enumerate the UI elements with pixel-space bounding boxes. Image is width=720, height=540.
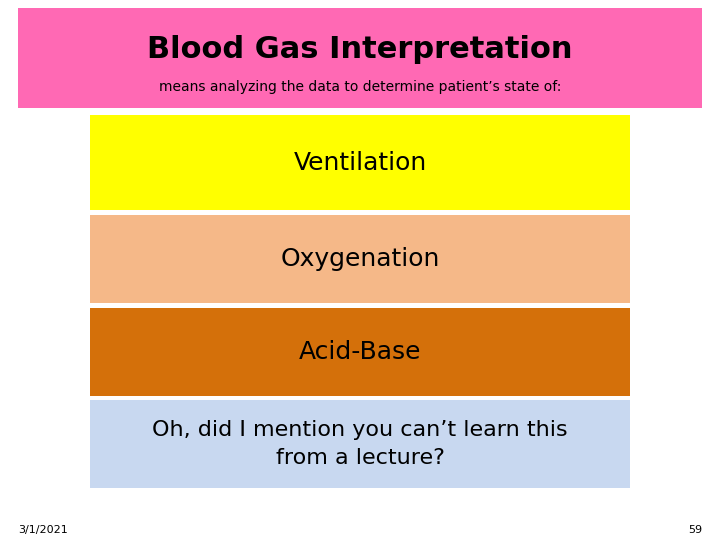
Bar: [90, 308, 630, 396]
Text: Blood Gas Interpretation: Blood Gas Interpretation: [148, 36, 572, 64]
Text: 3/1/2021: 3/1/2021: [18, 525, 68, 535]
Text: Ventilation: Ventilation: [293, 151, 427, 174]
Text: Oxygenation: Oxygenation: [280, 247, 440, 271]
Text: Acid-Base: Acid-Base: [299, 340, 421, 364]
Text: 59: 59: [688, 525, 702, 535]
Bar: [90, 400, 630, 488]
Text: Oh, did I mention you can’t learn this
from a lecture?: Oh, did I mention you can’t learn this f…: [152, 420, 568, 468]
Bar: [18, 8, 702, 108]
Bar: [90, 215, 630, 303]
Text: means analyzing the data to determine patient’s state of:: means analyzing the data to determine pa…: [159, 80, 561, 94]
Bar: [90, 115, 630, 210]
